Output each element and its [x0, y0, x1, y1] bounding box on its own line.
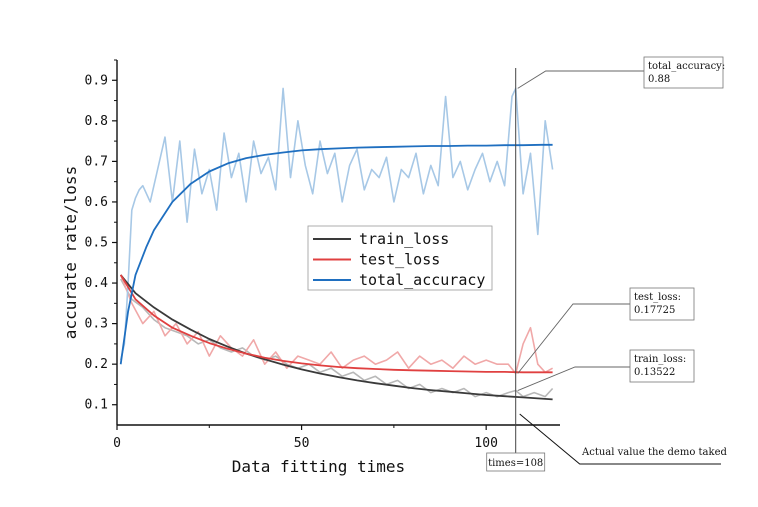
axes: 0.1 0.2 0.3 0.4 0.5 0.6 0.7 0.8 0.9 0 50 100 Data fi… — [61, 59, 560, 476]
y-tick-label: 0.2 — [85, 357, 108, 372]
legend-label-total-accuracy: total_accuracy — [359, 271, 485, 289]
x-axis-title: Data fitting times — [232, 457, 405, 476]
legend-label-test-loss: test_loss — [359, 251, 440, 269]
x-tick-label: 100 — [474, 436, 497, 451]
raw-line-test-loss — [119, 274, 553, 375]
legend: train_loss test_loss total_accuracy — [307, 225, 493, 291]
legend-label-train-loss: train_loss — [359, 230, 449, 248]
y-axis-title: accurate rate/loss — [61, 166, 80, 339]
marker-label-box — [486, 452, 546, 472]
callout-label-test-loss: test_loss: — [634, 292, 681, 303]
y-tick-label: 0.5 — [85, 236, 108, 251]
callout-leader-test-loss — [517, 303, 630, 374]
callout-label-total-accuracy: total_accuracy: — [648, 61, 725, 72]
callout-leader-train-loss — [517, 366, 630, 391]
x-tick-label: 0 — [113, 436, 121, 451]
y-tick-label: 0.6 — [85, 195, 108, 210]
marker-label: times=108 — [488, 458, 543, 469]
fit-line-test-loss — [119, 274, 553, 374]
callout-label-train-loss: train_loss: — [634, 354, 686, 365]
fitted-series-group — [119, 143, 553, 401]
callout-value-total-accuracy: 0.88 — [648, 74, 670, 85]
y-tick-label: 0.8 — [85, 114, 108, 129]
raw-series-group — [119, 87, 554, 398]
fit-line-train-loss — [120, 274, 553, 401]
raw-line-total-accuracy — [119, 87, 554, 361]
callout-box-test-loss — [629, 287, 695, 321]
y-tick-label: 0.9 — [85, 73, 108, 88]
callout-box-train-loss — [629, 349, 695, 383]
callouts-group: total_accuracy: 0.88 test_loss: 0.17725 trai… — [517, 56, 725, 391]
callout-box-total-accuracy — [643, 56, 724, 89]
callout-leader-total-accuracy — [517, 70, 644, 89]
callout-value-train-loss: 0.13522 — [634, 367, 675, 378]
raw-line-train-loss — [119, 278, 554, 398]
fit-line-total-accuracy — [119, 143, 553, 365]
y-tick-label: 0.4 — [85, 276, 109, 291]
y-tick-label: 0.1 — [85, 398, 108, 413]
callout-value-test-loss: 0.17725 — [634, 305, 675, 316]
marker-group: times=108 Actual value the demo taked — [486, 68, 727, 472]
y-tick-label: 0.7 — [85, 154, 108, 169]
note-text: Actual value the demo taked — [581, 447, 727, 458]
note-leader — [519, 413, 721, 465]
x-tick-label: 50 — [294, 436, 310, 451]
y-tick-label: 0.3 — [85, 317, 108, 332]
